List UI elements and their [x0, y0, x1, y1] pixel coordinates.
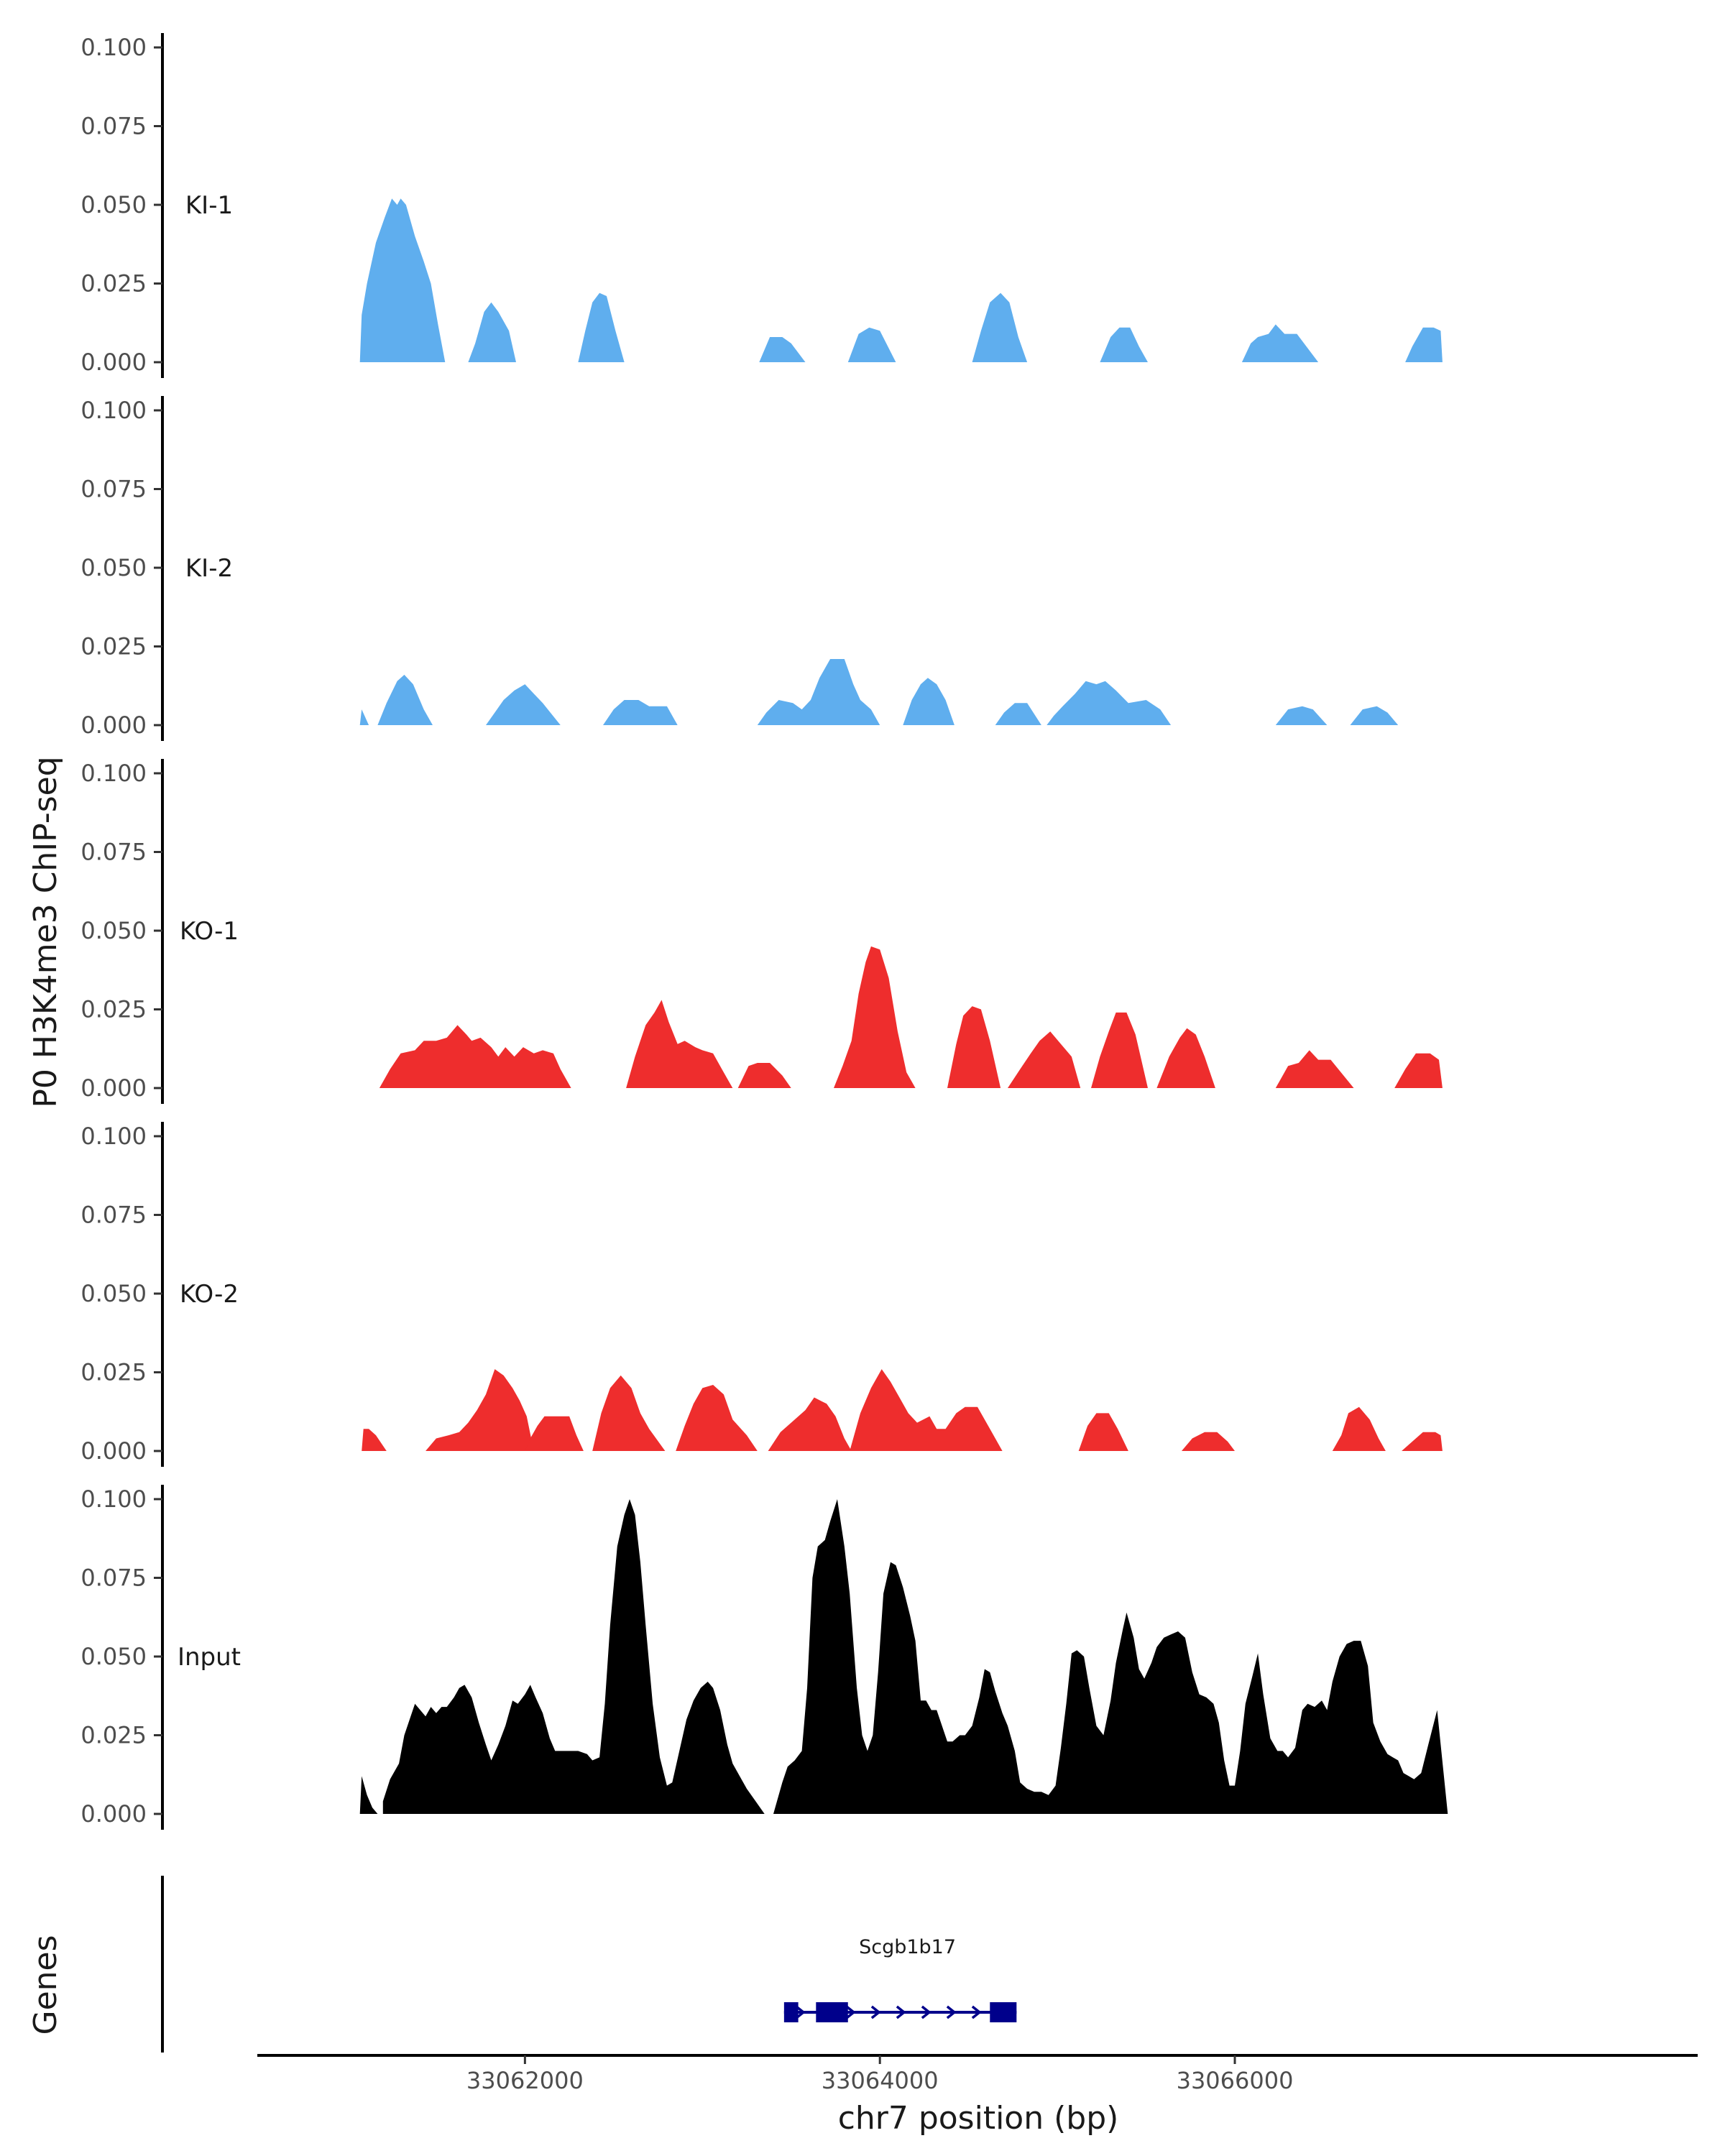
x-axis-title: chr7 position (bp): [838, 2100, 1119, 2137]
gene-exon: [816, 2002, 848, 2022]
track-ki-2: 0.000 0.025 0.050 0.075 0.100 KI-2: [80, 396, 1399, 741]
signal-peak: [486, 684, 561, 725]
signal-peak: [903, 678, 954, 725]
signal-peak: [1405, 327, 1443, 362]
strand-arrow-icon: [921, 2005, 932, 2019]
signal-peak: [1182, 1432, 1235, 1451]
signal-peak: [850, 1369, 1003, 1451]
signal-peak: [1332, 1406, 1386, 1451]
strand-arrow-icon: [845, 2005, 856, 2019]
signal-peak: [1078, 1413, 1128, 1451]
strand-arrow-icon: [971, 2005, 982, 2019]
y-tick-label: 0.050: [80, 554, 147, 581]
x-tick-label: 33064000: [822, 2067, 939, 2094]
signal-peak: [468, 302, 516, 362]
signal-peak: [1275, 706, 1328, 725]
strand-arrow-icon: [946, 2005, 957, 2019]
signal-peak: [847, 327, 896, 362]
signal-peak: [592, 1375, 666, 1451]
signal-peak: [1350, 706, 1399, 725]
signal-peak: [1091, 1012, 1148, 1088]
y-tick-label: 0.000: [80, 1800, 147, 1828]
gene-label: Scgb1b17: [859, 1936, 956, 1958]
signal-peak: [995, 703, 1041, 725]
gene-exon: [783, 2002, 799, 2022]
signal-peak: [603, 700, 678, 725]
y-tick-label: 0.050: [80, 917, 147, 944]
track-label: Input: [178, 1643, 241, 1672]
signal-peak: [1100, 327, 1148, 362]
signal-peak: [773, 1499, 1448, 1814]
y-tick-label: 0.000: [80, 1437, 147, 1465]
y-tick-label: 0.025: [80, 1722, 147, 1749]
signal-peak: [757, 659, 880, 725]
y-tick-label: 0.025: [80, 996, 147, 1023]
signal-peak: [972, 292, 1028, 362]
signal-peak: [525, 1416, 584, 1451]
signal-peak: [947, 1006, 1001, 1088]
signal-peak: [1275, 1050, 1354, 1088]
signal-peak: [626, 1000, 733, 1088]
gene-exon: [990, 2002, 1017, 2022]
y-tick-label: 0.075: [80, 113, 147, 140]
y-tick-label: 0.025: [80, 633, 147, 660]
tracks-layer: 0.0000.0250.0500.0750.100KI-10.0000.0250…: [80, 33, 1448, 1830]
x-axis: 33062000 33064000 33066000: [257, 2054, 1698, 2094]
x-tick-label: 33062000: [466, 2067, 584, 2094]
signal-peak: [379, 1025, 571, 1088]
track-label: KO-2: [180, 1280, 239, 1309]
signal-peak: [1241, 324, 1319, 362]
y-tick-label: 0.050: [80, 191, 147, 218]
signal-peak: [759, 337, 806, 362]
y-tick-label: 0.050: [80, 1280, 147, 1307]
y-tick-label: 0.000: [80, 1074, 147, 1102]
signal-peak: [1394, 1053, 1443, 1088]
y-tick-label: 0.075: [80, 1202, 147, 1229]
genes-axis-title: Genes: [27, 1935, 64, 2035]
y-tick-label: 0.100: [80, 1485, 147, 1513]
track-ko-2: 0.000 0.025 0.050 0.075 0.100 KO-2: [80, 1122, 1443, 1467]
y-tick-label: 0.000: [80, 711, 147, 739]
signal-peak: [359, 709, 369, 725]
signal-peak: [362, 1429, 387, 1451]
track-ko-1: 0.000 0.025 0.050 0.075 0.100 KO-1: [80, 759, 1443, 1104]
strand-arrow-icon: [896, 2005, 906, 2019]
y-tick-label: 0.100: [80, 760, 147, 787]
strand-arrow-icon: [870, 2005, 881, 2019]
gene-track: Scgb1b17: [161, 1876, 1017, 2053]
signal-peak: [1156, 1028, 1215, 1088]
y-tick-label: 0.000: [80, 349, 147, 376]
track-ki-1: 0.000 0.025 0.050 0.075 0.100 KI-1: [80, 33, 1443, 378]
signal-peak: [737, 1063, 791, 1088]
signal-peak: [1046, 681, 1172, 725]
signal-peak: [382, 1499, 765, 1814]
y-tick-label: 0.025: [80, 1359, 147, 1386]
track-label: KI-1: [185, 191, 233, 220]
strand-arrow-icon: [795, 2005, 806, 2019]
x-tick-label: 33066000: [1177, 2067, 1294, 2094]
y-tick-label: 0.050: [80, 1643, 147, 1670]
signal-peak: [426, 1369, 534, 1451]
signal-peak: [1402, 1432, 1443, 1451]
track-label: KO-1: [180, 917, 239, 946]
y-tick-label: 0.075: [80, 1565, 147, 1592]
y-axis-title: P0 H3K4me3 ChIP-seq: [27, 756, 64, 1107]
signal-peak: [768, 1397, 852, 1451]
signal-peak: [676, 1385, 758, 1451]
signal-peak: [578, 292, 625, 362]
signal-peak: [359, 1776, 378, 1814]
y-tick-label: 0.100: [80, 1123, 147, 1150]
y-tick-label: 0.025: [80, 270, 147, 298]
y-tick-label: 0.100: [80, 34, 147, 61]
y-tick-label: 0.075: [80, 839, 147, 866]
track-input: 0.000 0.025 0.050 0.075 0.100 Input: [80, 1485, 1448, 1830]
signal-peak: [359, 198, 446, 362]
signal-peak: [377, 674, 433, 725]
y-tick-label: 0.075: [80, 476, 147, 503]
y-tick-label: 0.100: [80, 397, 147, 424]
signal-peak: [834, 946, 916, 1088]
signal-peak: [1008, 1031, 1081, 1088]
track-label: KI-2: [185, 554, 233, 583]
